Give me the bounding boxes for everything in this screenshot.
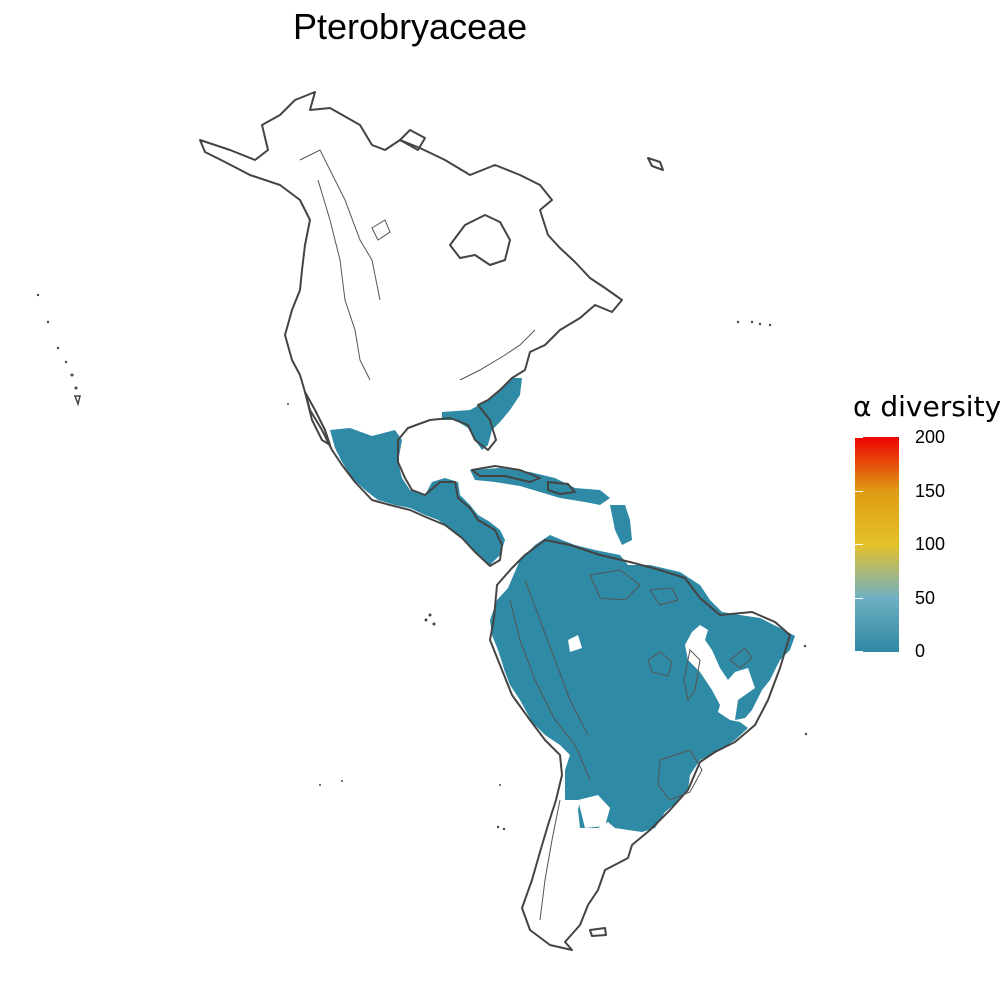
caatinga-outline	[729, 647, 753, 669]
ecoregion-lines	[299, 149, 753, 921]
appalachian-line	[459, 329, 536, 381]
southern-andes-line	[539, 799, 561, 921]
great-lake-outline	[371, 219, 391, 241]
cerrado-outline-2	[683, 648, 701, 702]
legend-tick-mark-100	[855, 544, 863, 545]
diversity-region-us-southeast	[442, 378, 522, 450]
diversity-gap-southern-cone	[578, 795, 610, 828]
cerrado-outline	[647, 651, 673, 677]
legend-tick-label: 150	[915, 481, 946, 501]
hispaniola-outline	[547, 481, 576, 495]
pacific-islands	[36, 293, 808, 831]
diversity-gap-andes	[568, 635, 582, 652]
amazon-outline	[589, 569, 641, 601]
coastline-layer	[199, 91, 791, 951]
diversity-fill-layer	[330, 378, 795, 832]
arctic-island-outline-2	[647, 157, 664, 171]
andes-line-2	[524, 579, 589, 736]
diversity-region-caribbean	[470, 468, 610, 505]
rockies-line-2	[299, 149, 381, 301]
legend-tick-mark-50	[855, 598, 863, 599]
cuba-outline	[471, 465, 541, 483]
diversity-region-south-america	[490, 535, 795, 832]
arctic-island-outline	[399, 129, 426, 151]
legend-tick-label: 200	[915, 427, 946, 447]
legend-tick-label: 50	[915, 588, 936, 608]
falkland-islands-outline	[589, 927, 607, 937]
legend-tick-mark-200	[855, 437, 863, 438]
andes-line	[509, 599, 591, 781]
legend-tick-mark-0	[855, 651, 863, 652]
atlantic-forest-outline	[657, 749, 703, 801]
hudson-bay-outline	[449, 214, 511, 266]
south-america-outline	[489, 539, 791, 951]
legend-tick-mark-150	[855, 491, 863, 492]
legend-title: α diversity	[853, 390, 1000, 423]
diversity-region-lesser-antilles	[610, 505, 632, 545]
guiana-outline	[649, 587, 679, 606]
baja-california-outline	[304, 391, 331, 446]
legend-tick-label: 100	[915, 534, 946, 554]
map-title: Pterobryaceae	[293, 6, 528, 47]
legend-tick-label: 0	[915, 641, 926, 661]
diversity-region-mexico-central-america	[330, 428, 505, 565]
rockies-line	[317, 179, 371, 381]
